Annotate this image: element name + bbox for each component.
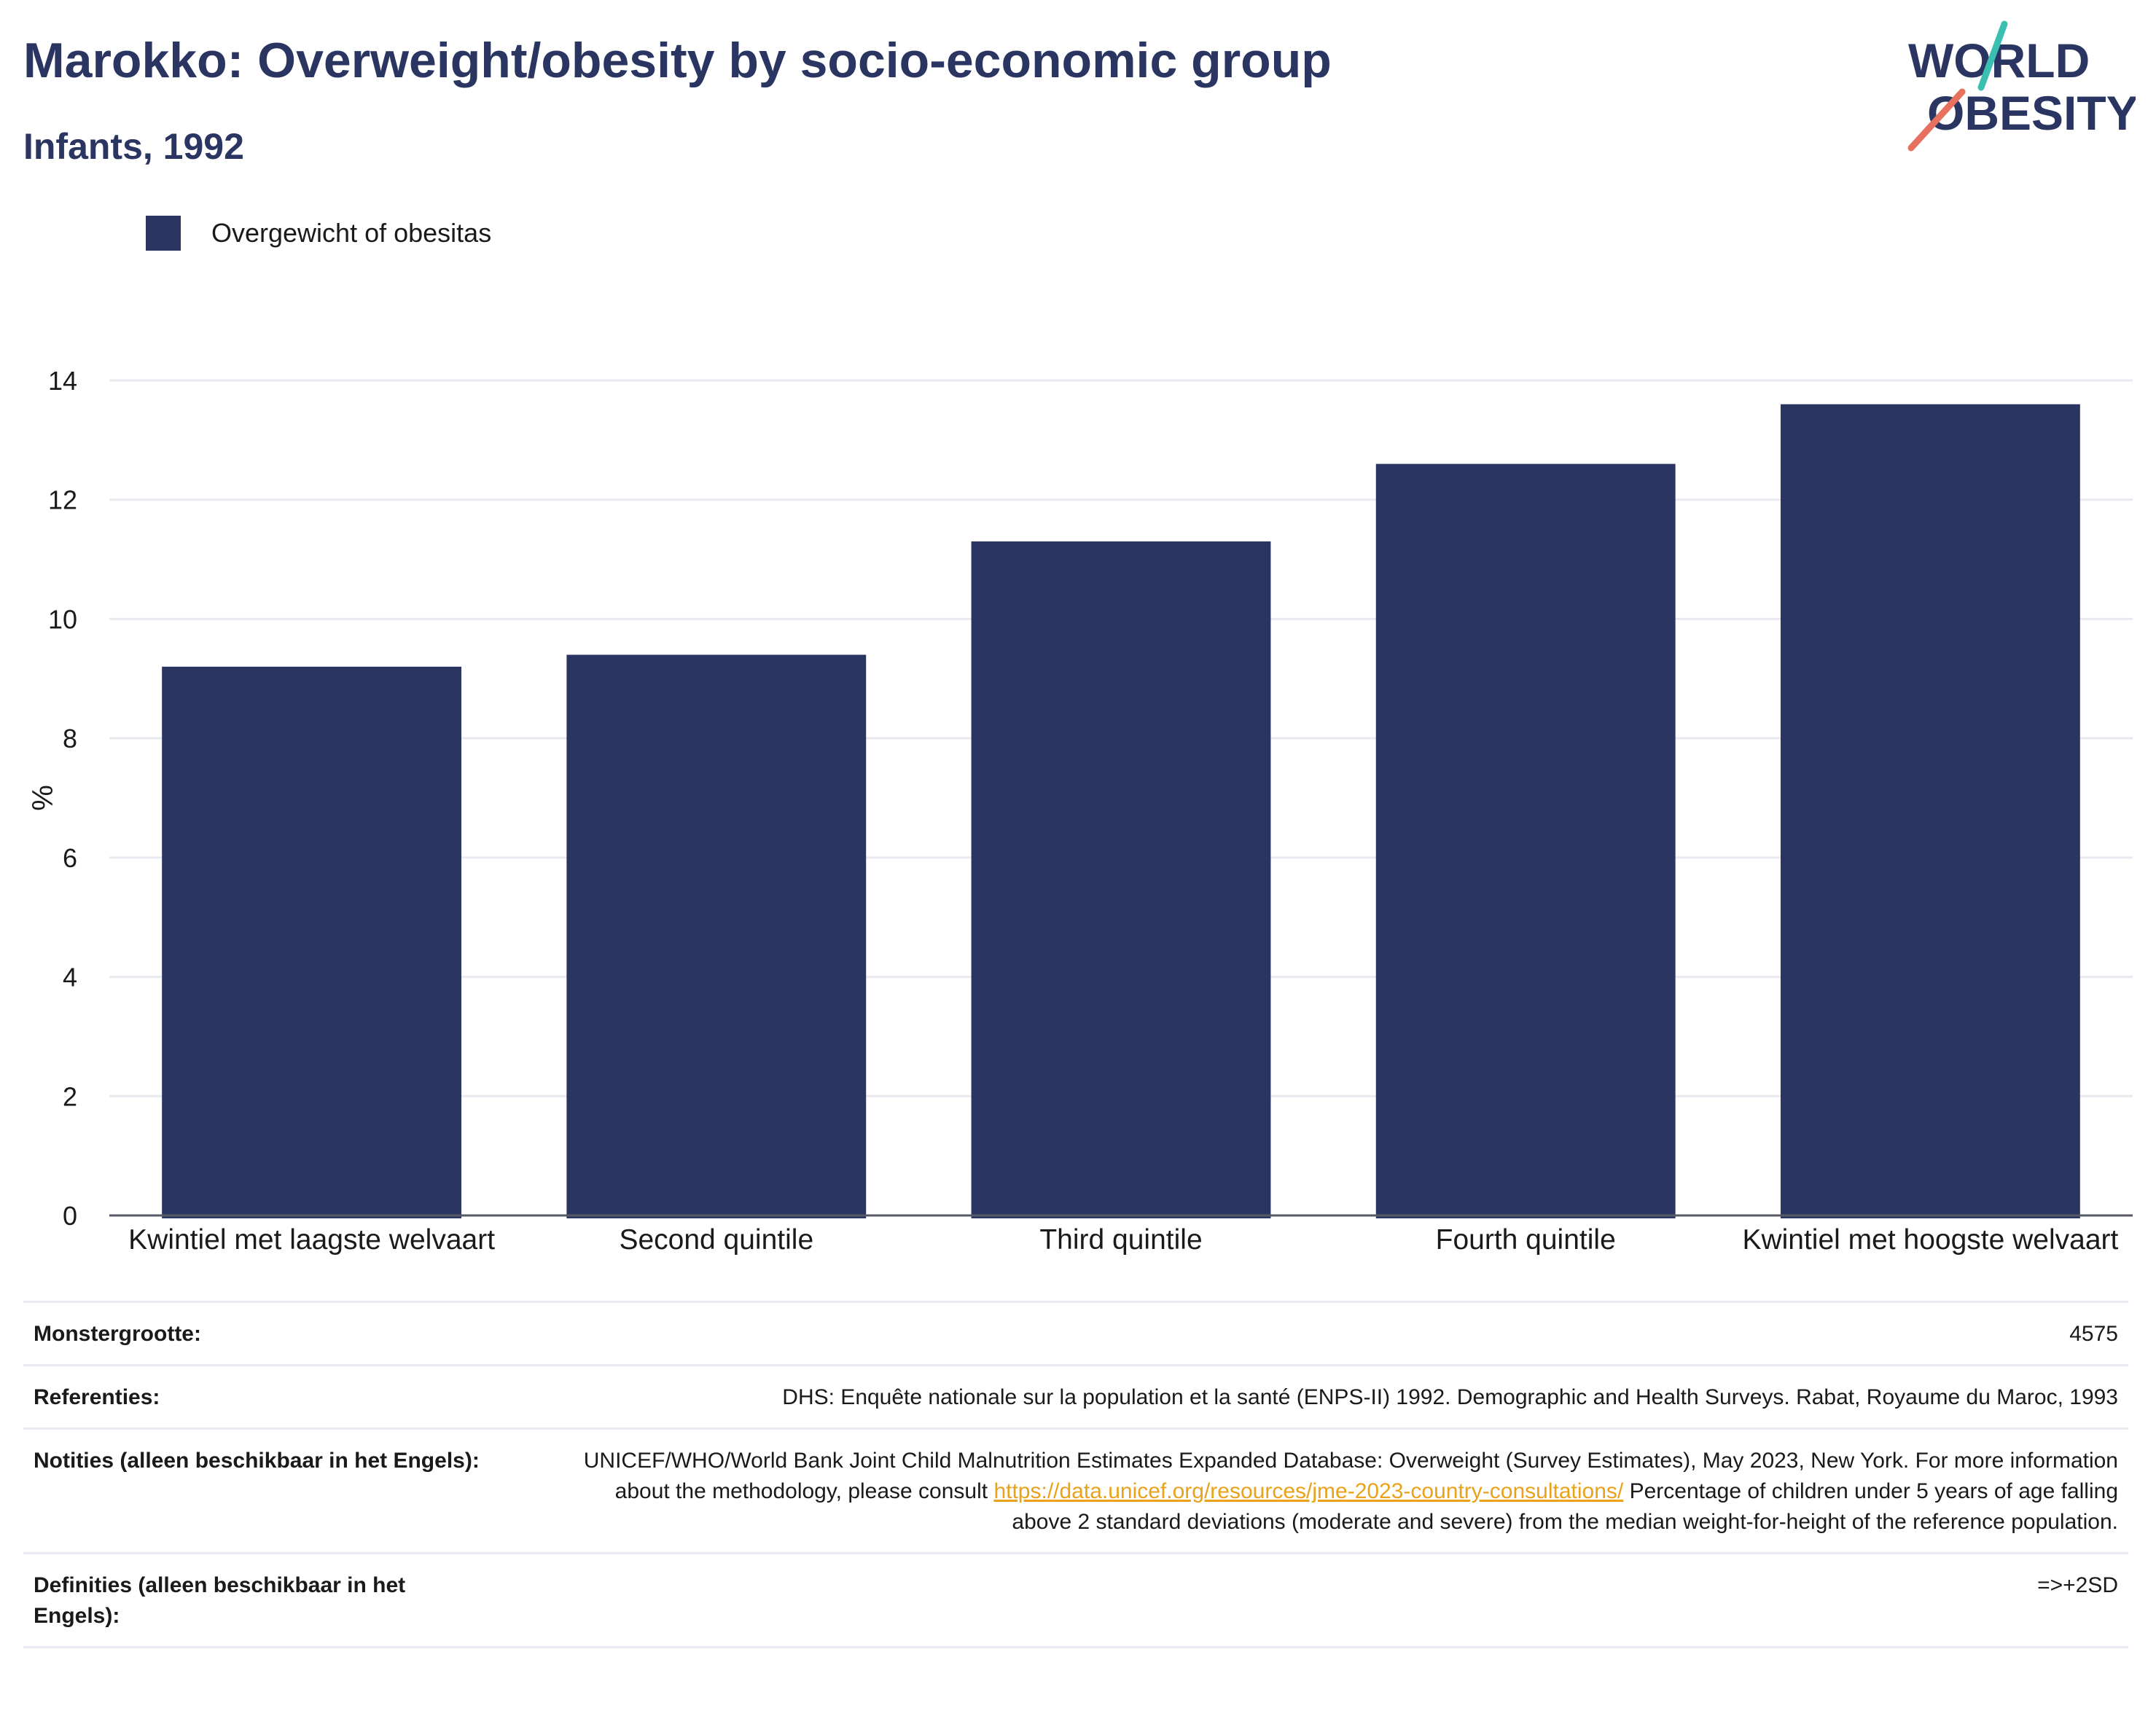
bar[interactable] — [162, 666, 462, 1218]
bar[interactable] — [566, 654, 867, 1218]
bar-chart: 0 2 4 6 8 10 12 14% Kwintiel met laagste welvaar… — [27, 366, 2133, 1256]
x-tick-label: Kwintiel met laagste welvaart — [128, 1224, 495, 1256]
notes-text-after: Percentage of children under 5 years of … — [1012, 1479, 2118, 1534]
y-tick-label: 6 — [63, 843, 77, 873]
x-tick-label: Second quintile — [619, 1224, 813, 1256]
y-tick-label: 10 — [48, 604, 77, 634]
x-tick-label: Kwintiel met hoogste welvaart — [1742, 1224, 2118, 1256]
notes-row: Notities (alleen beschikbaar in het Enge… — [23, 1430, 2128, 1554]
references-row: Referenties: DHS: Enquête nationale sur … — [23, 1366, 2128, 1430]
chart-legend[interactable]: Overgewicht of obesitas — [146, 216, 491, 251]
bar[interactable] — [1375, 463, 1676, 1218]
y-axis-label: % — [27, 785, 59, 811]
bars — [162, 404, 2080, 1218]
y-tick-label: 8 — [63, 724, 77, 753]
logo-teal-slash — [1977, 20, 2008, 91]
world-obesity-logo: WORLD OBESITY — [1907, 20, 2136, 152]
bar[interactable] — [971, 541, 1271, 1218]
y-tick-label: 12 — [48, 485, 77, 515]
metadata-table: Monstergrootte: 4575 Referenties: DHS: E… — [23, 1301, 2128, 1648]
bar[interactable] — [1780, 404, 2080, 1218]
definitions-row: Definities (alleen beschikbaar in het En… — [23, 1554, 2128, 1648]
x-tick-label: Fourth quintile — [1436, 1224, 1616, 1256]
axes: 0 2 4 6 8 10 12 14% Kwintiel met laagste welvaar… — [27, 366, 2133, 1256]
notes-link[interactable]: https://data.unicef.org/resources/jme-20… — [993, 1479, 1624, 1503]
references-value: DHS: Enquête nationale sur la population… — [782, 1385, 2118, 1409]
notes-value: UNICEF/WHO/World Bank Joint Child Malnut… — [551, 1446, 2118, 1538]
notes-label: Notities (alleen beschikbaar in het Enge… — [34, 1449, 480, 1473]
sample-size-value: 4575 — [2069, 1322, 2118, 1346]
legend-label: Overgewicht of obesitas — [211, 218, 492, 248]
legend-swatch — [146, 216, 181, 251]
y-tick-label: 0 — [63, 1201, 77, 1231]
chart-title: Marokko: Overweight/obesity by socio-eco… — [23, 33, 1332, 88]
chart-subtitle: Infants, 1992 — [23, 126, 244, 167]
y-tick-label: 2 — [63, 1081, 77, 1111]
definitions-value: =>+2SD — [2037, 1573, 2118, 1597]
sample-size-label: Monstergrootte: — [34, 1322, 201, 1346]
sample-size-row: Monstergrootte: 4575 — [23, 1303, 2128, 1366]
references-label: Referenties: — [34, 1385, 160, 1409]
y-tick-label: 4 — [63, 963, 77, 992]
x-tick-label: Third quintile — [1039, 1224, 1202, 1256]
logo-coral-slash — [1907, 88, 1966, 152]
definitions-label: Definities (alleen beschikbaar in het En… — [34, 1573, 406, 1628]
notes-text-before: UNICEF/WHO/World Bank Joint Child Malnut… — [583, 1449, 2118, 1503]
y-tick-label: 14 — [48, 366, 77, 396]
